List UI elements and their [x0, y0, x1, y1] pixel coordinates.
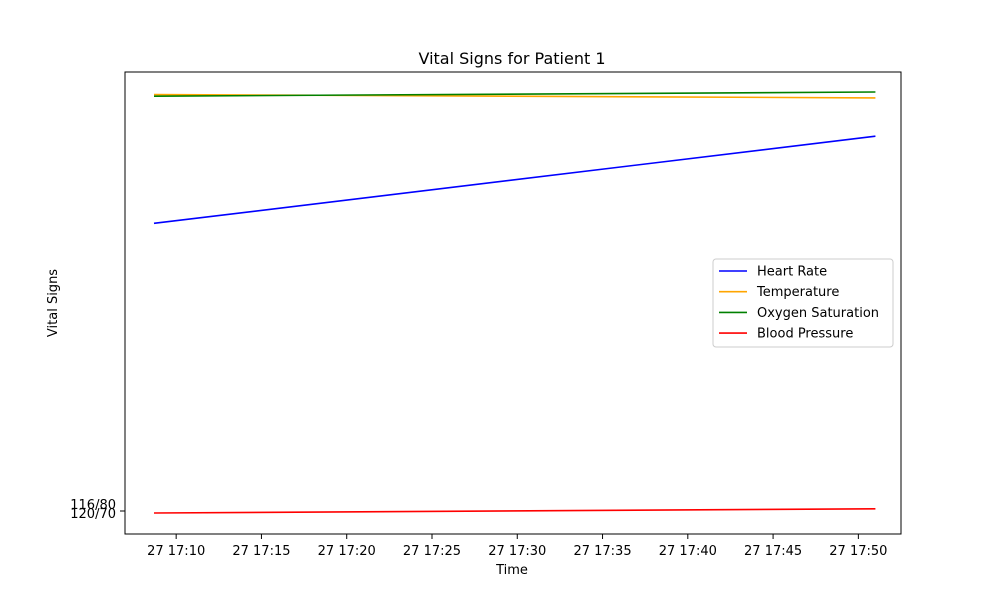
legend-label: Blood Pressure	[757, 327, 853, 342]
x-tick-label: 27 17:35	[573, 544, 631, 559]
series-lines	[153, 91, 876, 514]
x-tick-label: 27 17:25	[403, 544, 461, 559]
legend-label: Temperature	[756, 285, 839, 300]
x-tick-label: 27 17:40	[659, 544, 717, 559]
legend-label: Oxygen Saturation	[757, 306, 879, 321]
x-tick-label: 27 17:45	[744, 544, 802, 559]
chart-title: Vital Signs for Patient 1	[418, 49, 605, 68]
plot-area	[124, 71, 902, 535]
series-line-blood-pressure	[153, 507, 876, 514]
x-tick-label: 27 17:30	[488, 544, 546, 559]
x-tick-label: 27 17:15	[232, 544, 290, 559]
legend: Heart Rate Temperature Oxygen Saturation Bl…	[712, 258, 894, 348]
y-axis-label: Vital Signs	[46, 269, 61, 337]
x-axis-ticks: 27 17:10 27 17:15 27 17:20 27 17:25 27 17:30…	[147, 534, 887, 559]
y-tick-label: 116/80	[70, 498, 116, 513]
x-tick-label: 27 17:10	[147, 544, 205, 559]
legend-box	[712, 258, 894, 348]
series-line-oxygen-saturation	[153, 91, 876, 98]
series-line-heart-rate	[153, 135, 876, 225]
x-axis-label: Time	[495, 563, 528, 578]
y-tick-label: 120/70	[70, 507, 116, 522]
x-tick-label: 27 17:50	[829, 544, 887, 559]
x-tick-label: 27 17:20	[318, 544, 376, 559]
legend-label: Heart Rate	[757, 265, 827, 280]
